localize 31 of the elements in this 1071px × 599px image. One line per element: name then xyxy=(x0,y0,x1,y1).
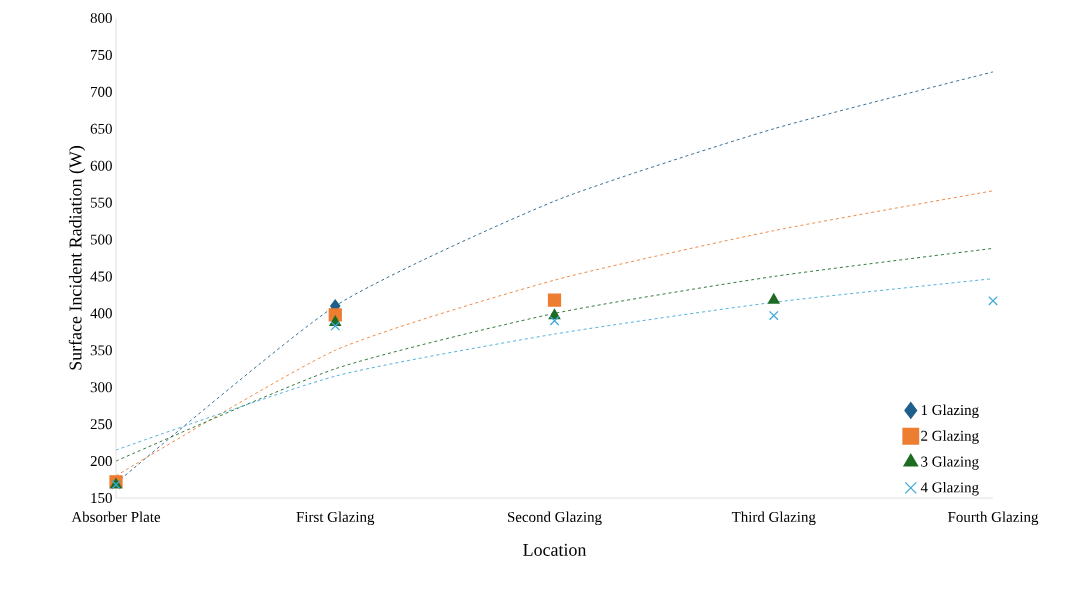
y-tick-label: 400 xyxy=(90,308,112,319)
legend-label: 1 Glazing xyxy=(921,404,979,419)
point xyxy=(330,321,341,331)
y-tick-label: 250 xyxy=(90,419,112,430)
y-tick-label: 600 xyxy=(90,160,112,171)
x-axis-title: Location xyxy=(523,543,587,556)
y-tick-label: 750 xyxy=(91,49,112,60)
y-tick-label: 650 xyxy=(90,123,112,134)
x-tick-label: Second Glazing xyxy=(507,511,602,526)
y-axis-title: Surface Incident Radiation (W) xyxy=(68,145,86,370)
y-tick-label: 700 xyxy=(91,86,112,97)
legend-label: 4 Glazing xyxy=(920,481,979,496)
y-tick-label: 450 xyxy=(90,271,112,282)
y-tick-label: 300 xyxy=(90,382,112,393)
legend-label: 3 Glazing xyxy=(921,456,979,470)
point xyxy=(767,293,780,304)
y-tick-label: 200 xyxy=(90,456,112,467)
y-tick-label: 150 xyxy=(91,492,112,504)
y-tick-label: 500 xyxy=(90,234,112,245)
point xyxy=(547,293,562,307)
legend-label: 2 Glazing xyxy=(921,430,979,444)
y-tick-label: 550 xyxy=(90,197,112,208)
x-tick-label: Absorber Plate xyxy=(71,511,161,522)
y-tick-label: 350 xyxy=(90,345,112,356)
point xyxy=(988,295,998,306)
x-tick-label: Third Glazing xyxy=(731,511,816,526)
x-tick-label: Fourth Glazing xyxy=(948,511,1039,526)
point xyxy=(768,310,779,321)
point xyxy=(549,315,560,326)
y-tick-label: 800 xyxy=(90,12,112,24)
x-tick-label: First Glazing xyxy=(296,511,375,526)
